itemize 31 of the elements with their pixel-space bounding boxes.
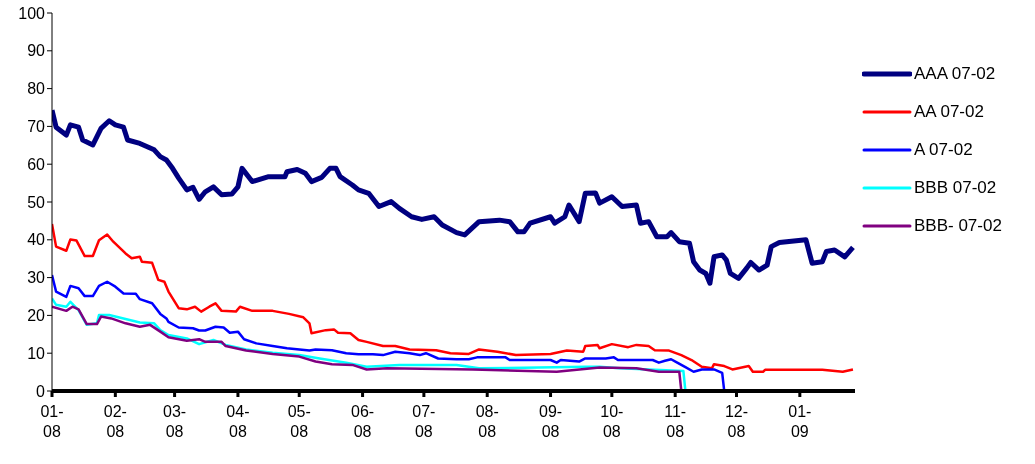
- y-tick-label: 10: [27, 344, 46, 362]
- legend-label: AAA 07-02: [914, 64, 996, 84]
- x-tick-label: 09-08: [538, 403, 563, 440]
- x-tick-label: 03-08: [163, 403, 187, 440]
- x-tick-label: 12-08: [724, 403, 749, 440]
- legend-label: AA 07-02: [914, 102, 984, 122]
- x-tick-label: 10-08: [600, 403, 624, 440]
- legend-label: BBB- 07-02: [914, 216, 1002, 236]
- x-tick-label: 01-08: [40, 403, 64, 440]
- x-tick-label: 05-08: [287, 403, 311, 440]
- y-tick-label: 20: [27, 307, 46, 325]
- y-tick-label: 30: [27, 269, 46, 287]
- x-tick-label: 01-09: [788, 403, 812, 440]
- line-series: [52, 273, 726, 391]
- x-tick-label: 08-08: [475, 403, 499, 440]
- x-tick-label: 06-08: [351, 403, 375, 440]
- y-tick-label: 90: [27, 42, 46, 60]
- y-tick-label: 70: [27, 118, 46, 136]
- x-tick-label: 04-08: [226, 403, 250, 440]
- x-tick-label: 07-08: [412, 403, 436, 440]
- y-tick-label: 80: [27, 80, 46, 98]
- y-tick-label: 0: [36, 382, 46, 400]
- y-tick-label: 60: [27, 155, 46, 173]
- line-series: [52, 222, 855, 373]
- legend-label: A 07-02: [914, 140, 973, 160]
- x-tick-label: 02-08: [103, 403, 127, 440]
- y-tick-label: 40: [27, 231, 46, 249]
- y-tick-label: 100: [18, 4, 46, 22]
- y-tick-label: 50: [27, 193, 46, 211]
- legend-label: BBB 07-02: [914, 178, 997, 198]
- x-tick-label: 11-08: [664, 403, 687, 440]
